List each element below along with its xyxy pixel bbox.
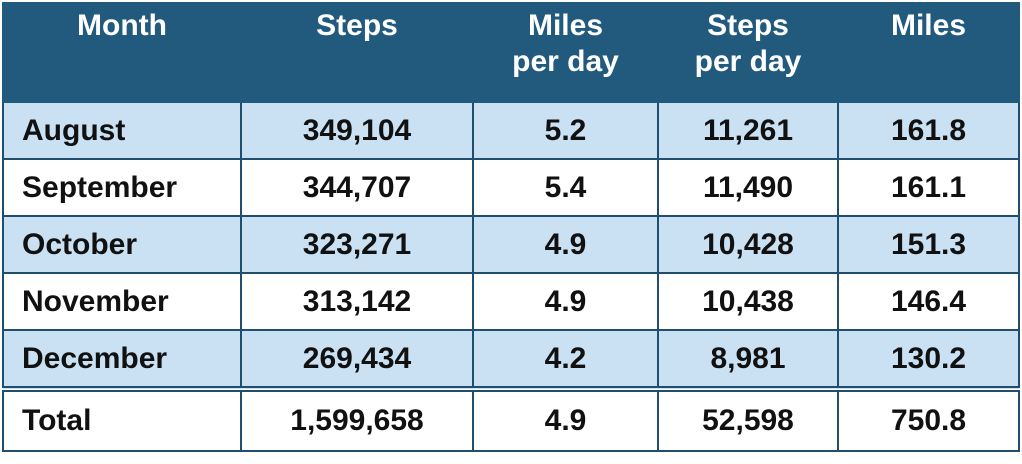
header-cell: Month [2, 2, 242, 103]
table-cell: 5.2 [472, 101, 659, 160]
table-cell: 313,142 [240, 272, 474, 331]
table-cell: August [2, 101, 242, 160]
header-cell: Miles per day [472, 2, 659, 103]
table-cell: 161.1 [837, 158, 1020, 217]
table-row: October 323,271 4.9 10,428 151.3 [2, 215, 1020, 274]
table-row: September 344,707 5.4 11,490 161.1 [2, 158, 1020, 217]
steps-table: Month Steps Miles per day Steps per day Mile… [2, 2, 1020, 452]
header-cell: Miles [837, 2, 1020, 103]
table-cell: 11,490 [657, 158, 839, 217]
table-cell: 4.2 [472, 329, 659, 390]
table-cell: 4.9 [472, 215, 659, 274]
table-cell: November [2, 272, 242, 331]
table-row: August 349,104 5.2 11,261 161.8 [2, 101, 1020, 160]
table-row: November 313,142 4.9 10,438 146.4 [2, 272, 1020, 331]
header-cell: Steps [240, 2, 474, 103]
table-cell: 161.8 [837, 101, 1020, 160]
table-cell: 10,428 [657, 215, 839, 274]
table-cell: 146.4 [837, 272, 1020, 331]
total-cell: Total [2, 386, 242, 452]
total-cell: 1,599,658 [240, 386, 474, 452]
table-cell: 344,707 [240, 158, 474, 217]
total-cell: 52,598 [657, 386, 839, 452]
table-cell: 323,271 [240, 215, 474, 274]
table-cell: 10,438 [657, 272, 839, 331]
table-cell: 11,261 [657, 101, 839, 160]
table-cell: 5.4 [472, 158, 659, 217]
table-row: December 269,434 4.2 8,981 130.2 [2, 329, 1020, 390]
header-row: Month Steps Miles per day Steps per day Mile… [2, 2, 1020, 103]
header-cell: Steps per day [657, 2, 839, 103]
table-cell: October [2, 215, 242, 274]
total-cell: 750.8 [837, 386, 1020, 452]
table-cell: 269,434 [240, 329, 474, 390]
total-row: Total 1,599,658 4.9 52,598 750.8 [2, 386, 1020, 452]
table-cell: 8,981 [657, 329, 839, 390]
table-cell: September [2, 158, 242, 217]
table-cell: 4.9 [472, 272, 659, 331]
table-cell: 349,104 [240, 101, 474, 160]
total-cell: 4.9 [472, 386, 659, 452]
table-cell: December [2, 329, 242, 390]
table-cell: 130.2 [837, 329, 1020, 390]
table-cell: 151.3 [837, 215, 1020, 274]
